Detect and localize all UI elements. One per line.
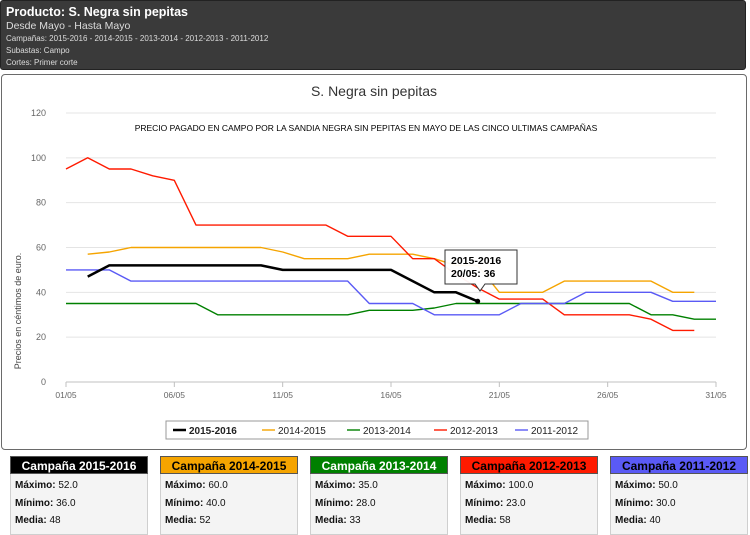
min-label: Mínimo: [315,497,354,509]
max-label: Máximo: [15,480,56,491]
series-line-2014-2015[interactable] [87,246,695,294]
x-tick-label: 06/05 [164,390,186,400]
price-line-chart[interactable]: S. Negra sin pepitas PRECIO PAGADO EN CA… [2,75,746,449]
avg-value: 52 [199,515,211,526]
series-line-2012-2013[interactable] [65,157,695,332]
series-line-2015-2016[interactable] [87,264,479,303]
tooltip-series: 2015-2016 [451,255,501,267]
campaign-card-title: Campaña 2011-2012 [610,456,748,474]
max-label: Máximo: [465,480,506,491]
chart-subtitle: PRECIO PAGADO EN CAMPO POR LA SANDIA NEG… [135,123,598,133]
legend-label: 2014-2015 [278,426,326,437]
legend-label: 2012-2013 [450,426,498,437]
period-text: Desde Mayo - Hasta Mayo [6,20,131,32]
avg-value: 33 [349,515,361,526]
campaign-card-title: Campaña 2013-2014 [310,456,448,474]
max-value: 100.0 [508,480,534,491]
x-tick-label: 31/05 [705,390,727,400]
avg-value: 40 [649,515,661,526]
legend-label: 2013-2014 [363,426,411,437]
campaign-card-title: Campaña 2015-2016 [10,456,148,474]
avg-value: 58 [499,515,511,526]
min-label: Mínimo: [15,497,54,509]
chart-panel: S. Negra sin pepitas PRECIO PAGADO EN CA… [1,74,747,450]
legend-item-2012-2013[interactable]: 2012-2013 [434,426,498,437]
x-tick-label: 26/05 [597,390,619,400]
min-label: Mínimo: [165,497,204,509]
campaign-card: Campaña 2013-2014 Máximo: 35.0 Mínimo: 2… [310,456,448,535]
chart-title: S. Negra sin pepitas [311,83,437,99]
campaigns-text: Campañas: 2015-2016 - 2014-2015 - 2013-2… [6,34,269,43]
avg-label: Media: [165,515,197,526]
campaign-card-title: Campaña 2014-2015 [160,456,298,474]
max-value: 60.0 [208,480,228,491]
series-line-2013-2014[interactable] [66,302,716,320]
max-value: 50.0 [658,480,678,491]
tooltip-box [444,249,518,292]
campaign-card: Campaña 2012-2013 Máximo: 100.0 Mínimo: … [460,456,598,535]
min-value: 30.0 [656,497,676,509]
legend-item-2011-2012[interactable]: 2011-2012 [515,426,579,437]
campaign-card: Campaña 2011-2012 Máximo: 50.0 Mínimo: 3… [610,456,748,535]
legend-item-2015-2016[interactable]: 2015-2016 [173,426,237,437]
min-value: 28.0 [356,497,376,509]
y-tick-label: 120 [31,108,46,118]
avg-label: Media: [15,515,47,526]
y-tick-label: 20 [36,332,46,342]
x-tick-label: 21/05 [489,390,511,400]
x-tick-label: 16/05 [380,390,402,400]
campaign-card-title: Campaña 2012-2013 [460,456,598,474]
product-title: Producto: S. Negra sin pepitas [6,5,188,19]
campaign-summary-cards: Campaña 2015-2016 Máximo: 52.0 Mínimo: 3… [0,456,750,535]
y-tick-label: 60 [36,243,46,253]
campaign-card: Campaña 2015-2016 Máximo: 52.0 Mínimo: 3… [10,456,148,535]
max-label: Máximo: [165,480,206,491]
legend-box [165,420,589,440]
tooltip-point [475,298,481,304]
max-label: Máximo: [615,480,656,491]
y-tick-label: 0 [41,377,46,387]
cuts-text: Cortes: Primer corte [6,58,78,67]
min-label: Mínimo: [465,497,504,509]
legend-label: 2011-2012 [531,426,579,437]
auctions-text: Subastas: Campo [6,46,70,55]
legend-item-2013-2014[interactable]: 2013-2014 [347,426,411,437]
min-label: Mínimo: [615,497,654,509]
legend-item-2014-2015[interactable]: 2014-2015 [262,426,326,437]
avg-value: 48 [49,515,61,526]
min-value: 23.0 [506,497,526,509]
min-value: 40.0 [206,497,226,509]
min-value: 36.0 [56,497,76,509]
x-tick-label: 01/05 [55,390,77,400]
y-axis-label: Precios en céntimos de euro. [13,253,23,370]
y-tick-label: 80 [36,198,46,208]
max-value: 52.0 [58,480,78,491]
tooltip-value: 20/05: 36 [451,268,496,280]
legend-label: 2015-2016 [189,426,237,437]
series-line-2011-2012[interactable] [66,269,716,316]
max-label: Máximo: [315,480,356,491]
report-header: Producto: S. Negra sin pepitas Desde May… [0,0,746,70]
avg-label: Media: [615,515,647,526]
x-tick-label: 11/05 [272,390,293,400]
avg-label: Media: [465,515,497,526]
y-tick-label: 40 [36,287,46,297]
max-value: 35.0 [358,480,378,491]
avg-label: Media: [315,515,347,526]
y-tick-label: 100 [31,153,46,163]
campaign-card: Campaña 2014-2015 Máximo: 60.0 Mínimo: 4… [160,456,298,535]
